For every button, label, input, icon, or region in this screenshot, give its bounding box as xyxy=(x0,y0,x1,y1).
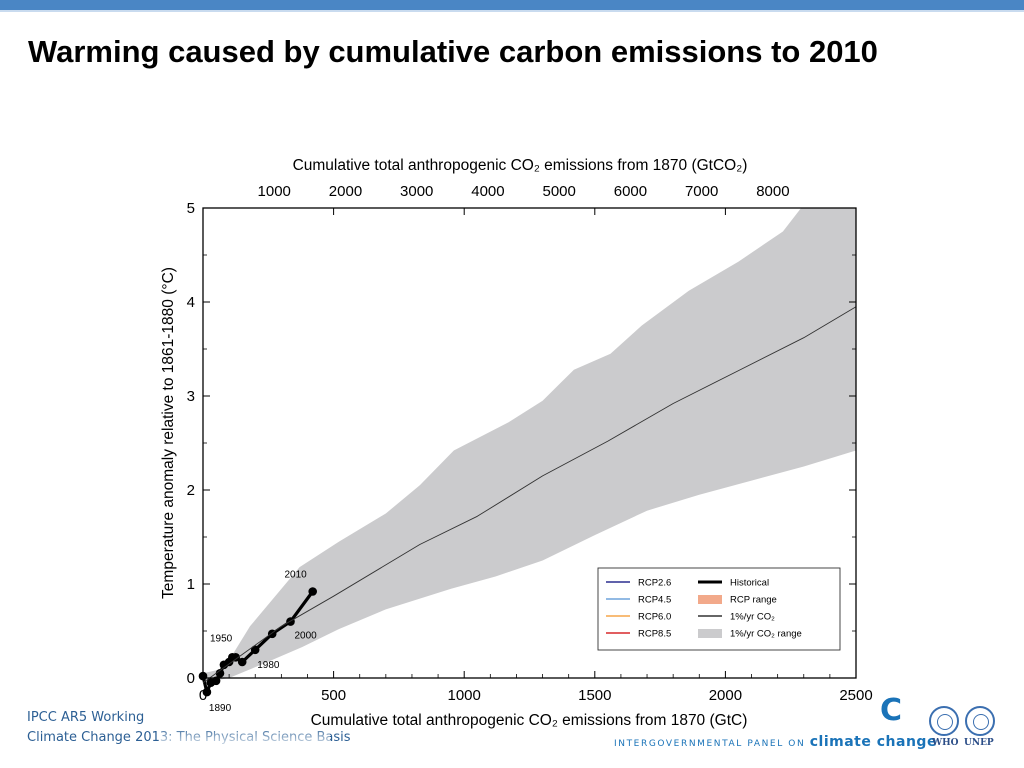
top-x-axis-label: Cumulative total anthropogenic CO₂ emiss… xyxy=(293,157,748,174)
top-tick-label-1: 2000 xyxy=(329,183,362,200)
historical-point-1 xyxy=(202,687,212,697)
legend-label-3: RCP8.5 xyxy=(638,629,671,640)
y-tick-label-3: 3 xyxy=(187,388,195,405)
legend-label-4: Historical xyxy=(730,578,769,589)
who-emblem-icon xyxy=(929,706,959,736)
top-tick-label-2: 3000 xyxy=(400,183,433,200)
series-layer xyxy=(198,306,857,697)
top-accent-line xyxy=(0,10,1024,12)
top-tick-label-4: 5000 xyxy=(542,183,575,200)
ipcc-wordmark-brand: climate change xyxy=(809,734,937,750)
legend-label-0: RCP2.6 xyxy=(638,578,671,589)
x-tick-label-2: 1000 xyxy=(448,687,481,704)
year-annotation-2010: 2010 xyxy=(284,570,307,581)
ipcc-wordmark: INTERGOVERNMENTAL PANEL ON climate chang… xyxy=(614,734,937,750)
unep-emblem-icon xyxy=(965,706,995,736)
year-annotation-1980: 1980 xyxy=(257,660,280,671)
footer-overlay xyxy=(160,728,330,748)
top-tick-label-6: 7000 xyxy=(685,183,718,200)
y-tick-label-1: 1 xyxy=(187,576,195,593)
top-tick-label-7: 8000 xyxy=(756,183,789,200)
y-tick-label-2: 2 xyxy=(187,482,195,499)
x-tick-label-1: 500 xyxy=(321,687,346,704)
historical-point-10 xyxy=(250,645,260,655)
axes-frame: 0 500 1000 1500 2000 2500 0 1 2 3 4 5 1000 2000 3000 40… xyxy=(160,157,873,729)
legend: RCP2.6 RCP4.5 RCP6.0 RCP8.5 Historical RCP ra… xyxy=(597,567,841,651)
historical-point-13 xyxy=(308,587,318,596)
top-accent-bar xyxy=(0,0,1024,10)
x-tick-label-0: 0 xyxy=(199,687,207,704)
historical-point-12 xyxy=(286,617,295,626)
top-tick-label-0: 1000 xyxy=(258,183,291,200)
range-band-1pct-co2 xyxy=(203,208,856,683)
x-tick-label-3: 1500 xyxy=(578,687,611,704)
x-tick-label-4: 2000 xyxy=(709,687,742,704)
year-annotation-1950: 1950 xyxy=(210,633,233,644)
top-tick-label-3: 4000 xyxy=(471,183,504,200)
one-percent-co2-series-line xyxy=(202,306,857,684)
top-tick-label-5: 6000 xyxy=(614,183,647,200)
historical-point-4 xyxy=(215,669,225,678)
who-label: WHO xyxy=(932,738,959,748)
year-annotation-2000: 2000 xyxy=(295,631,318,642)
ipcc-wordmark-prefix: INTERGOVERNMENTAL PANEL ON xyxy=(614,739,810,749)
unep-label: UNEP xyxy=(964,738,994,748)
x-axis-label: Cumulative total anthropogenic CO₂ emiss… xyxy=(311,712,748,729)
legend-label-1: RCP4.5 xyxy=(638,595,671,606)
range-layer xyxy=(203,208,856,683)
legend-swatch-5 xyxy=(698,595,722,604)
historical-point-3 xyxy=(211,676,221,686)
year-annotation-1890: 1890 xyxy=(209,703,232,714)
historical-point-8 xyxy=(231,653,240,662)
y-tick-label-5: 5 xyxy=(187,200,195,217)
y-tick-label-0: 0 xyxy=(187,670,195,687)
y-axis-label: Temperature anomaly relative to 1861-188… xyxy=(160,267,177,599)
legend-label-6: 1%/yr CO₂ xyxy=(730,612,775,623)
ipcc-logo-icon: C xyxy=(880,693,903,728)
slide-title: Warming caused by cumulative carbon emis… xyxy=(28,34,878,69)
legend-swatch-7 xyxy=(698,629,722,638)
historical-point-9 xyxy=(237,657,247,667)
legend-label-2: RCP6.0 xyxy=(638,612,671,623)
x-tick-label-5: 2500 xyxy=(839,687,872,704)
y-tick-label-4: 4 xyxy=(187,294,195,311)
legend-label-5: RCP range xyxy=(730,595,777,606)
legend-label-7: 1%/yr CO₂ range xyxy=(730,629,802,640)
annotation-layer: 2010 2000 1980 1950 1890 xyxy=(209,570,317,715)
footer-working-group: IPCC AR5 Working xyxy=(27,710,145,725)
